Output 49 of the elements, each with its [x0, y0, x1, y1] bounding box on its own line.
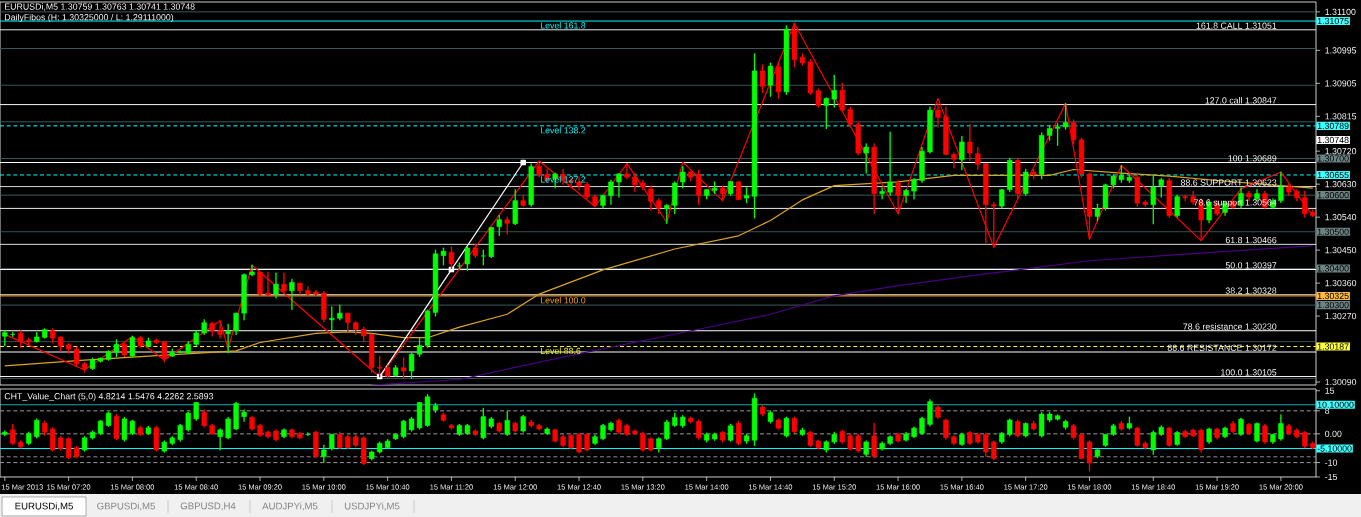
y-tick-label: 1.30815 — [1325, 113, 1357, 120]
text: AUDJPYi,M5 — [262, 502, 318, 511]
ref-line-label: 1.30187 — [1317, 343, 1349, 350]
text: DailyFibos (H: 1.30325000 / L: 1.29111000) — [5, 13, 174, 23]
ref-line-label: 1.30500 — [1317, 228, 1349, 235]
ref-line-label: 38.2 1.30328 — [1225, 287, 1277, 294]
chart-title: CHT_Value_Chart (5,0) 4.8214 1.5476 4.2262 2.5893 — [4, 392, 214, 402]
y-tick-label: 1.30270 — [1325, 312, 1357, 320]
ref-line-label: 50.0 1.30397 — [1225, 262, 1277, 269]
ref-line-label: 1.31075 — [1317, 17, 1349, 25]
y-tick-label: 15 — [1325, 387, 1335, 394]
text: GBPUSDi,M5 — [97, 502, 155, 511]
y-tick-label: -15 — [1325, 473, 1338, 481]
y-tick-label: 1.30540 — [1325, 214, 1357, 221]
text: USDJPYi,M5 — [344, 502, 400, 511]
ref-line-label: 127.0 call 1.30847 — [1205, 97, 1277, 104]
ref-line-label: 161.8 CALL 1.31051 — [1196, 22, 1277, 29]
ref-line-label: 100.0 1.30105 — [1221, 369, 1277, 376]
ref-line-label: 100 1.30689 — [1228, 155, 1277, 162]
y-tick-label: 0.00 — [1325, 430, 1342, 437]
annotation: Level 100.0 — [540, 296, 586, 304]
y-tick-label: 1.30360 — [1325, 279, 1357, 287]
y-tick-label: 1.30720 — [1325, 148, 1357, 155]
annotation: Level 138.2 — [540, 126, 586, 134]
annotation: Level 88.6 — [540, 347, 581, 355]
ref-line-label: 1.30300 — [1317, 301, 1349, 309]
ref-line-label: 1.30700 — [1317, 155, 1349, 162]
annotation: Level 161.8 — [540, 22, 586, 29]
ref-line-label: 61.8 1.30466 — [1225, 236, 1277, 244]
y-tick-label: 1.31100 — [1325, 8, 1356, 15]
text: GBPUSD,H4 — [180, 502, 236, 511]
text: EURUSDi,M5 — [15, 502, 73, 511]
ref-line-label: 1.30655 — [1317, 171, 1349, 179]
text: 1.30748 — [1317, 136, 1349, 144]
y-tick-label: 1.30630 — [1325, 181, 1357, 188]
ref-line-label: 78.6 resistance 1.30230 — [1183, 323, 1277, 330]
ref-line-label: 1.30325 — [1317, 292, 1349, 300]
y-tick-label: 1.30450 — [1325, 247, 1357, 254]
y-tick-label: 1.30090 — [1325, 378, 1357, 386]
y-tick-label: 8 — [1325, 407, 1330, 414]
ref-line-label: -5.10000 — [1317, 445, 1352, 452]
ref-line-label: 1.30400 — [1317, 265, 1349, 272]
y-tick-label: 1.30995 — [1325, 47, 1357, 54]
y-tick-label: -10 — [1325, 459, 1338, 466]
ref-line-label: 10.10000 — [1317, 401, 1354, 408]
ref-line-label: 1.30600 — [1317, 192, 1349, 199]
ref-line-label: 1.30789 — [1317, 122, 1349, 129]
chart-title: EURUSDi,M5 1.30759 1.30763 1.30741 1.30748 — [5, 3, 195, 11]
y-tick-label: 1.30905 — [1325, 80, 1357, 87]
